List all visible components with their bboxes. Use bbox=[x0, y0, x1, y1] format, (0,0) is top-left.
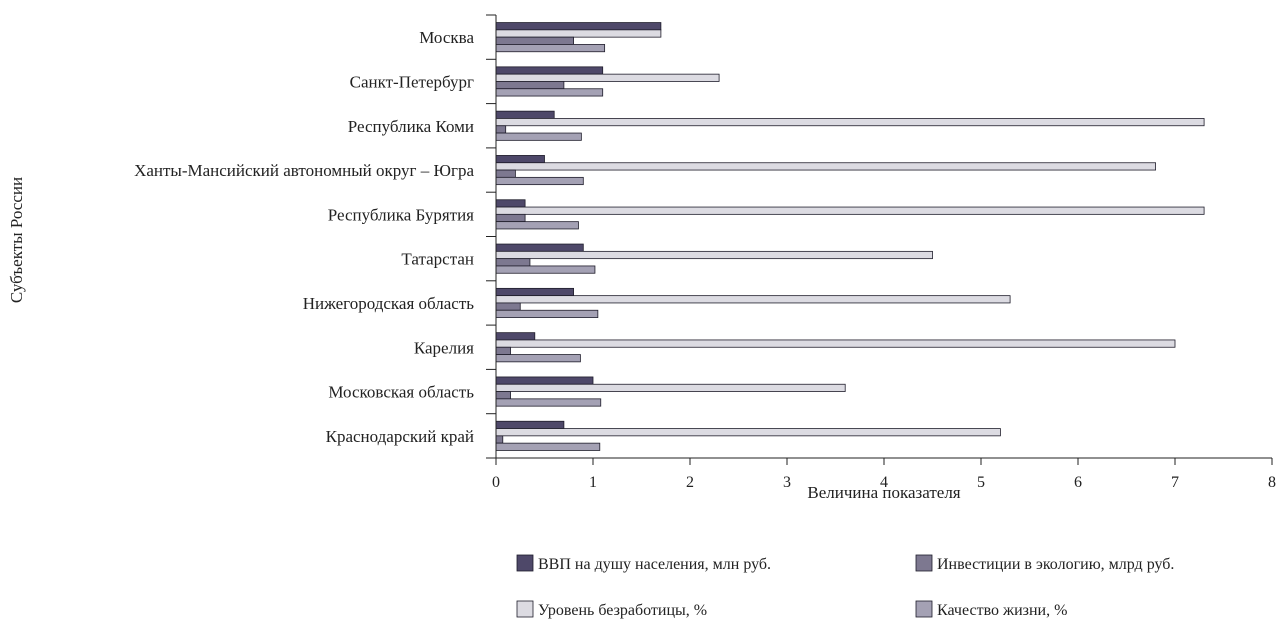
bar-5-series-1 bbox=[495, 199, 526, 208]
bar-7-series-1 bbox=[495, 287, 574, 297]
bar-9-series-4 bbox=[495, 398, 602, 407]
legend-label: Уровень безработицы, % bbox=[538, 602, 707, 619]
bar-7-series-4 bbox=[495, 309, 599, 318]
bar-7-series-3 bbox=[495, 302, 521, 311]
category-label: Татарстан bbox=[401, 250, 474, 269]
bar-3-series-4 bbox=[495, 132, 582, 141]
bar-10-series-3 bbox=[495, 435, 504, 444]
bar-9-series-2 bbox=[495, 383, 846, 392]
legend-swatch bbox=[516, 554, 534, 572]
x-tick-label: 5 bbox=[977, 474, 985, 491]
category-labels: Москва Санкт-Петербург Республика Коми Хант… bbox=[134, 28, 474, 446]
bar-6-series-3 bbox=[495, 258, 531, 267]
legend-label: Инвестиции в экологию, млрд руб. bbox=[937, 556, 1174, 573]
bar-3-series-3 bbox=[495, 125, 507, 134]
bar-3-series-1 bbox=[495, 110, 555, 119]
bar-8-series-4 bbox=[495, 354, 581, 363]
y-ticks bbox=[486, 14, 496, 459]
x-tick-label: 4 bbox=[880, 474, 888, 491]
bar-1-series-3 bbox=[495, 36, 574, 45]
bar-2-series-3 bbox=[495, 81, 565, 90]
bar-7-series-2 bbox=[495, 295, 1011, 304]
bar-5-series-2 bbox=[495, 206, 1205, 215]
category-label: Московская область bbox=[328, 383, 474, 402]
bar-9-series-1 bbox=[495, 376, 594, 385]
legend-label: Качество жизни, % bbox=[937, 602, 1067, 619]
category-label: Москва bbox=[419, 28, 474, 47]
category-label: Республика Коми bbox=[348, 117, 474, 136]
legend-swatch bbox=[915, 554, 933, 572]
x-tick-label: 7 bbox=[1171, 474, 1179, 491]
bar-2-series-4 bbox=[495, 88, 604, 97]
bar-4-series-3 bbox=[495, 169, 516, 178]
x-axis-title: Величина показателя bbox=[807, 483, 960, 502]
bar-9-series-3 bbox=[495, 391, 511, 400]
bar-4-series-2 bbox=[495, 162, 1156, 171]
x-tick-label: 3 bbox=[783, 474, 791, 491]
bar-4-series-4 bbox=[495, 176, 584, 186]
category-label: Карелия bbox=[414, 338, 474, 357]
legend-swatch bbox=[915, 600, 933, 618]
bar-8-series-2 bbox=[495, 339, 1176, 348]
bar-2-series-2 bbox=[495, 73, 720, 82]
x-tick-label: 2 bbox=[686, 474, 694, 491]
category-label: Нижегородская область bbox=[303, 294, 475, 313]
bar-10-series-2 bbox=[495, 428, 1001, 437]
bars bbox=[495, 22, 1205, 451]
bar-10-series-4 bbox=[495, 442, 601, 451]
x-tick-label: 6 bbox=[1074, 474, 1082, 491]
category-label: Краснодарский край bbox=[326, 427, 474, 446]
bar-8-series-1 bbox=[495, 332, 536, 341]
bar-1-series-2 bbox=[495, 29, 662, 38]
bar-3-series-2 bbox=[495, 118, 1205, 127]
x-tick-label: 0 bbox=[492, 474, 500, 491]
bar-6-series-1 bbox=[495, 243, 584, 252]
bar-6-series-4 bbox=[495, 265, 596, 274]
bar-8-series-3 bbox=[495, 346, 511, 355]
legend: ВВП на душу населения, млн руб. Инвестици… bbox=[516, 554, 1174, 619]
legend-swatch bbox=[516, 600, 534, 618]
bar-5-series-4 bbox=[495, 221, 579, 230]
bar-1-series-4 bbox=[495, 44, 606, 53]
x-tick-label: 1 bbox=[589, 474, 597, 491]
x-tick-label: 8 bbox=[1268, 474, 1276, 491]
bar-2-series-1 bbox=[495, 66, 604, 75]
y-axis-title: Субъекты России bbox=[7, 177, 26, 303]
category-label: Республика Бурятия bbox=[328, 205, 474, 224]
bar-4-series-1 bbox=[495, 155, 545, 164]
x-ticks: 0 1 2 3 4 5 6 7 8 bbox=[492, 458, 1276, 491]
bar-1-series-1 bbox=[495, 22, 662, 31]
legend-label: ВВП на душу населения, млн руб. bbox=[538, 556, 771, 573]
plot-area: 0 1 2 3 4 5 6 7 8 Москва Санкт-Петербург Республик… bbox=[134, 14, 1276, 491]
bar-6-series-2 bbox=[495, 250, 933, 260]
bar-10-series-1 bbox=[495, 420, 565, 429]
bar-5-series-3 bbox=[495, 213, 526, 223]
category-label: Санкт-Петербург bbox=[350, 72, 474, 91]
category-label: Ханты-Мансийский автономный округ – Югра bbox=[134, 161, 474, 180]
